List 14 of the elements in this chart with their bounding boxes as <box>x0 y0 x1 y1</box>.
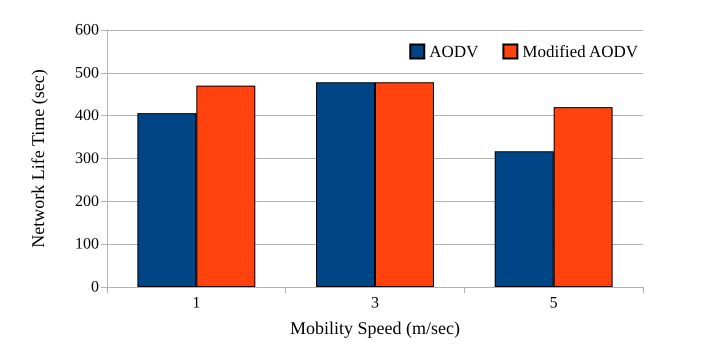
x-tick-label: 3 <box>371 294 379 312</box>
y-tick-label: 500 <box>75 64 99 82</box>
y-tick-label: 0 <box>91 278 99 296</box>
legend-label: AODV <box>429 42 480 61</box>
y-axis-title: Network Life Time (sec) <box>28 69 48 248</box>
x-tick-label: 1 <box>192 294 200 312</box>
x-axis-title: Mobility Speed (m/sec) <box>290 318 460 338</box>
y-tick-label: 300 <box>75 150 99 167</box>
x-tick-label: 5 <box>550 294 558 312</box>
legend-label: Modified AODV <box>522 42 639 61</box>
y-tick-label: 200 <box>75 192 99 210</box>
y-tick-label: 100 <box>75 236 99 253</box>
y-tick-label: 600 <box>75 22 99 38</box>
y-tick-label: 400 <box>75 107 99 124</box>
